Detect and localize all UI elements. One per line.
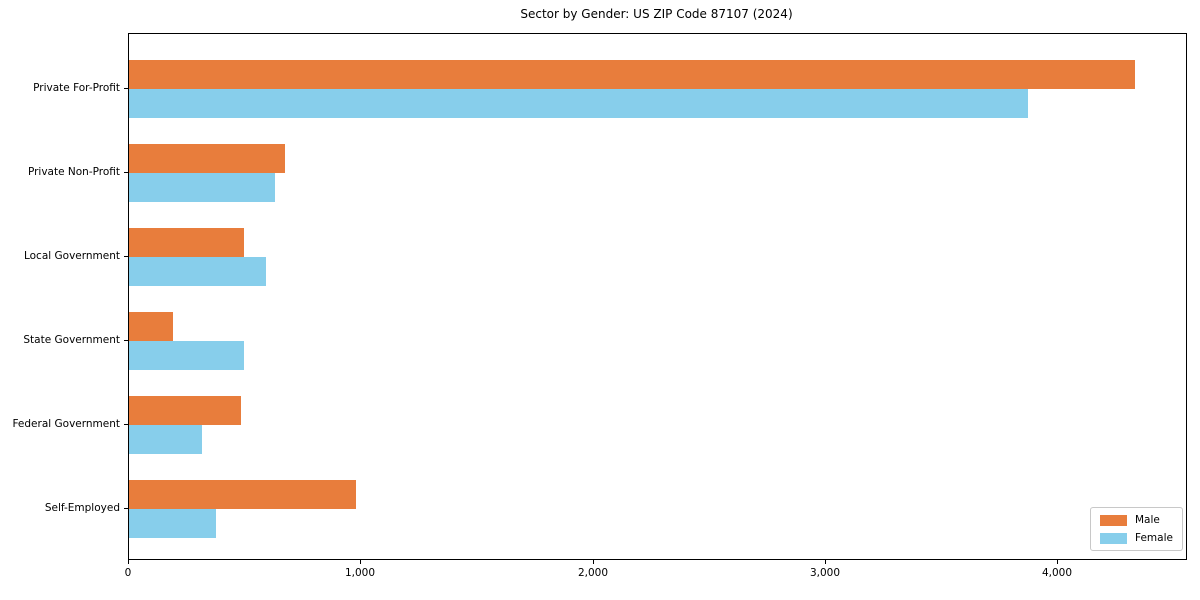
legend-label-male: Male [1135, 514, 1160, 526]
legend: Male Female [1090, 507, 1183, 551]
y-tick-mark-self-employed [124, 508, 128, 509]
x-tick-mark-1,000 [360, 560, 361, 564]
y-tick-label-federal-government: Federal Government [12, 418, 120, 430]
legend-entry-male: Male [1100, 514, 1173, 526]
y-tick-mark-private-non-profit [124, 172, 128, 173]
y-tick-label-private-non-profit: Private Non-Profit [27, 166, 120, 178]
y-tick-mark-private-for-profit [124, 88, 128, 89]
bar-male-federal-government [129, 396, 241, 425]
x-tick-label-0: 0 [124, 567, 132, 579]
legend-swatch-male [1100, 514, 1127, 526]
y-tick-label-self-employed: Self-Employed [44, 502, 120, 514]
x-tick-mark-2,000 [593, 560, 594, 564]
legend-label-female: Female [1135, 532, 1173, 544]
x-tick-label-3,000: 3,000 [809, 567, 841, 579]
x-tick-mark-0 [128, 560, 129, 564]
bar-male-private-non-profit [129, 144, 285, 173]
bar-female-private-for-profit [129, 89, 1028, 118]
y-tick-label-local-government: Local Government [23, 250, 120, 262]
chart-title: Sector by Gender: US ZIP Code 87107 (202… [520, 7, 793, 21]
bar-female-state-government [129, 341, 244, 370]
bar-male-private-for-profit [129, 60, 1135, 89]
bar-female-self-employed [129, 509, 216, 538]
x-tick-label-1,000: 1,000 [344, 567, 376, 579]
x-tick-label-4,000: 4,000 [1041, 567, 1073, 579]
bar-female-federal-government [129, 425, 202, 454]
y-tick-label-private-for-profit: Private For-Profit [33, 82, 120, 94]
bar-female-private-non-profit [129, 173, 275, 202]
x-tick-mark-4,000 [1057, 560, 1058, 564]
y-tick-mark-federal-government [124, 424, 128, 425]
y-tick-label-state-government: State Government [23, 334, 120, 346]
y-tick-mark-state-government [124, 340, 128, 341]
plot-area [128, 33, 1187, 560]
bar-male-local-government [129, 228, 244, 257]
x-tick-label-2,000: 2,000 [577, 567, 609, 579]
bar-female-local-government [129, 257, 266, 286]
x-tick-mark-3,000 [825, 560, 826, 564]
legend-swatch-female [1100, 532, 1127, 544]
y-tick-mark-local-government [124, 256, 128, 257]
bar-male-state-government [129, 312, 173, 341]
legend-entry-female: Female [1100, 532, 1173, 544]
bar-male-self-employed [129, 480, 356, 509]
